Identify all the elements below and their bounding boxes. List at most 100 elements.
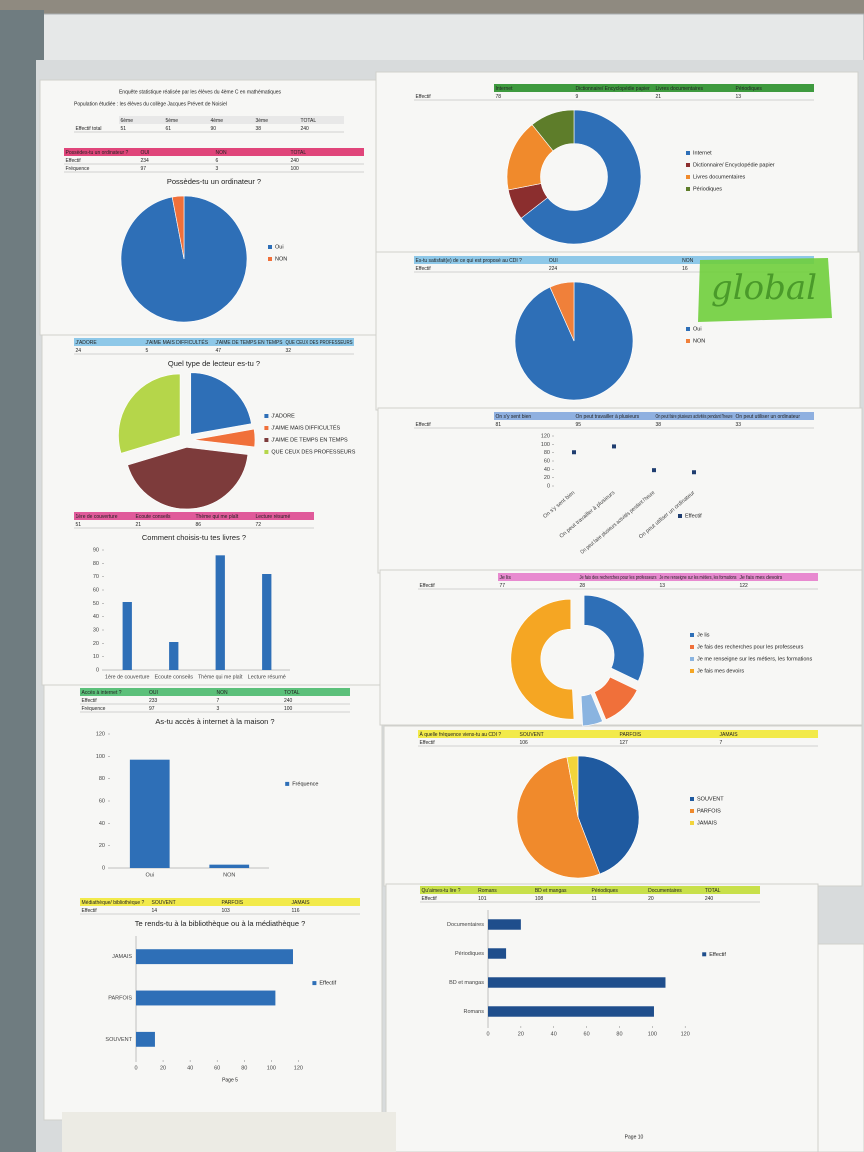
bar bbox=[488, 977, 666, 988]
table-cell: 240 bbox=[301, 126, 310, 132]
table-header-cell: On peut faire plusieurs activités pendan… bbox=[656, 414, 733, 420]
table-cell: 13 bbox=[736, 94, 742, 100]
table-cell: 97 bbox=[141, 166, 147, 172]
y-tick-label: 60 bbox=[544, 458, 550, 464]
chart-title: Quel type de lecteur es-tu ? bbox=[168, 359, 260, 368]
table-header-cell: Dictionnaire/ Encyclopédie papier bbox=[576, 86, 651, 92]
y-tick-label: 70 bbox=[93, 574, 99, 580]
legend-label: J'AIME MAIS DIFFICULTÉS bbox=[271, 424, 340, 431]
bar bbox=[169, 642, 179, 670]
table-header-cell: Je fais mes devoirs bbox=[740, 575, 783, 581]
table-cell: 233 bbox=[149, 698, 158, 704]
y-tick-label: 20 bbox=[544, 475, 550, 481]
bar bbox=[122, 602, 132, 670]
pie-slice bbox=[127, 447, 249, 510]
x-tick-label: 1ère de couverture bbox=[105, 674, 150, 680]
legend-swatch bbox=[678, 514, 682, 518]
legend-label: Je lis bbox=[697, 632, 710, 638]
pie-slice bbox=[594, 676, 638, 721]
table-cell: 127 bbox=[620, 740, 629, 746]
table-header-cell: OUI bbox=[549, 258, 558, 264]
table-header-cell: NON bbox=[217, 690, 229, 696]
table-cell: 24 bbox=[76, 348, 82, 354]
y-tick-label: 80 bbox=[544, 450, 550, 456]
y-tick-label: 60 bbox=[99, 798, 105, 804]
bar bbox=[136, 949, 293, 965]
chart-title: Possèdes-tu un ordinateur ? bbox=[167, 177, 261, 186]
x-tick-label: Lecture résumé bbox=[248, 674, 286, 680]
chart-title: Comment choisis-tu tes livres ? bbox=[142, 533, 246, 542]
table-cell: 240 bbox=[291, 158, 300, 164]
legend-swatch bbox=[264, 414, 269, 418]
x-tick-label: 120 bbox=[681, 1031, 690, 1037]
x-tick-label: 20 bbox=[518, 1031, 524, 1037]
table-header-cell: On peut travailler à plusieurs bbox=[576, 414, 640, 420]
table-cell: 77 bbox=[500, 583, 506, 589]
table-cell: Effectif bbox=[420, 583, 436, 589]
x-tick-label: 100 bbox=[648, 1031, 657, 1037]
table-cell: 106 bbox=[520, 740, 529, 746]
paper-sheet bbox=[377, 407, 863, 574]
legend-label: Dictionnaire/ Encyclopédie papier bbox=[693, 162, 775, 168]
legend-label: SOUVENT bbox=[697, 796, 724, 802]
legend-swatch bbox=[285, 781, 290, 786]
x-tick-label: 0 bbox=[134, 1065, 137, 1071]
table-cell: 38 bbox=[656, 422, 662, 428]
legend-swatch bbox=[686, 163, 690, 167]
legend-label: Je fais des recherches pour les professe… bbox=[697, 644, 804, 650]
bar bbox=[262, 574, 272, 670]
legend-label: Effectif bbox=[319, 981, 336, 987]
table-header-band bbox=[80, 898, 360, 906]
table-cell: 33 bbox=[736, 422, 742, 428]
table-cell: 14 bbox=[152, 908, 158, 914]
pie-slice bbox=[171, 195, 185, 260]
legend-label: J'ADORE bbox=[271, 413, 295, 419]
table-cell: 95 bbox=[576, 422, 582, 428]
table-cell: 47 bbox=[216, 348, 222, 354]
table-header-cell: Périodiques bbox=[736, 86, 763, 92]
table-cell: Effectif bbox=[82, 908, 98, 914]
pie-slice bbox=[531, 109, 575, 152]
table-header-cell: 1ère de couverture bbox=[76, 514, 118, 520]
pie-slice bbox=[190, 372, 252, 435]
bar bbox=[488, 919, 521, 930]
table-header-cell: SOUVENT bbox=[520, 732, 544, 738]
legend-label: NON bbox=[275, 256, 287, 262]
table-header-band bbox=[414, 256, 814, 264]
table-cell: 90 bbox=[211, 126, 217, 132]
y-tick-label: 20 bbox=[93, 641, 99, 647]
table-cell: 61 bbox=[166, 126, 172, 132]
table-cell: 21 bbox=[136, 522, 142, 528]
legend-swatch bbox=[686, 151, 690, 155]
pie-slice bbox=[566, 755, 579, 818]
y-tick-label: 40 bbox=[99, 821, 105, 827]
table-cell: 3 bbox=[216, 166, 219, 172]
table-header-cell: Qu'aimes-tu lire ? bbox=[422, 888, 461, 894]
table-header-band bbox=[74, 512, 314, 520]
table-cell: 101 bbox=[478, 896, 487, 902]
survey-title: Enquête statistique réalisée par les élè… bbox=[119, 89, 282, 95]
pie-slice bbox=[514, 281, 634, 401]
y-tick-label: PARFOIS bbox=[108, 995, 132, 1001]
x-tick-label: 40 bbox=[551, 1031, 557, 1037]
y-tick-label: 120 bbox=[541, 433, 550, 439]
page-number: Page 5 bbox=[222, 1077, 238, 1083]
table-cell: Fréquence bbox=[82, 706, 106, 712]
legend-label: Périodiques bbox=[693, 186, 722, 192]
table-header-cell: Je fais des recherches pour les professe… bbox=[580, 575, 657, 581]
table-header-band bbox=[494, 84, 814, 92]
table-header-band bbox=[119, 116, 344, 124]
point bbox=[652, 468, 656, 473]
table-header-cell: Es-tu satisfait(e) de ce qui est proposé… bbox=[416, 258, 523, 264]
table-header-cell: Internet bbox=[496, 86, 514, 92]
y-tick-label: 40 bbox=[93, 614, 99, 620]
legend-swatch bbox=[264, 438, 269, 442]
pie-slice bbox=[549, 281, 575, 342]
legend-label: JAMAIS bbox=[697, 820, 717, 826]
y-tick-label: Documentaires bbox=[447, 922, 484, 928]
table-header-cell: J'AIME MAIS DIFFICULTÉS bbox=[146, 339, 209, 346]
bar bbox=[129, 759, 170, 868]
annotation: global bbox=[711, 268, 817, 308]
point bbox=[612, 444, 616, 449]
chart-title: As-tu accès à internet à la maison ? bbox=[155, 717, 274, 726]
